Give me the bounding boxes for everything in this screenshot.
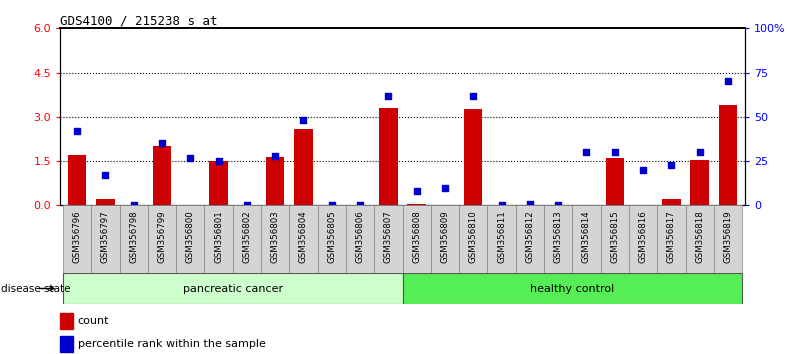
Bar: [408, 204, 426, 205]
Text: GSM356806: GSM356806: [356, 211, 364, 263]
Bar: [487, 205, 516, 273]
Point: [99, 172, 112, 178]
Bar: [402, 273, 742, 304]
Text: GSM356816: GSM356816: [638, 211, 647, 263]
Bar: [662, 199, 681, 205]
Text: GSM356799: GSM356799: [158, 211, 167, 263]
Point: [70, 128, 83, 134]
Text: GDS4100 / 215238_s_at: GDS4100 / 215238_s_at: [60, 14, 218, 27]
Point: [552, 202, 565, 208]
Bar: [714, 205, 742, 273]
Bar: [176, 205, 204, 273]
Text: GSM356807: GSM356807: [384, 211, 392, 263]
Text: GSM356809: GSM356809: [441, 211, 449, 263]
Point: [467, 93, 480, 98]
Bar: [96, 199, 115, 205]
Bar: [572, 205, 601, 273]
Point: [410, 188, 423, 194]
Bar: [601, 205, 629, 273]
Text: GSM356812: GSM356812: [525, 211, 534, 263]
Text: GSM356802: GSM356802: [243, 211, 252, 263]
Text: healthy control: healthy control: [530, 284, 614, 293]
Bar: [686, 205, 714, 273]
Point: [438, 185, 451, 190]
Point: [580, 149, 593, 155]
Point: [184, 155, 197, 160]
Bar: [233, 205, 261, 273]
Bar: [431, 205, 459, 273]
Text: GSM356815: GSM356815: [610, 211, 619, 263]
Point: [354, 202, 367, 208]
Bar: [690, 160, 709, 205]
Text: GSM356813: GSM356813: [553, 211, 562, 263]
Bar: [68, 155, 87, 205]
Point: [127, 202, 140, 208]
Bar: [459, 205, 487, 273]
Bar: [379, 108, 397, 205]
Text: percentile rank within the sample: percentile rank within the sample: [78, 339, 266, 349]
Bar: [718, 105, 737, 205]
Point: [608, 149, 621, 155]
Text: GSM356805: GSM356805: [328, 211, 336, 263]
Bar: [63, 205, 91, 273]
Bar: [153, 146, 171, 205]
Text: GSM356798: GSM356798: [129, 211, 138, 263]
Bar: [148, 205, 176, 273]
Point: [297, 118, 310, 123]
Text: GSM356808: GSM356808: [413, 211, 421, 263]
Text: GSM356819: GSM356819: [723, 211, 732, 263]
Point: [382, 93, 395, 98]
Bar: [60, 313, 73, 329]
Point: [523, 201, 536, 206]
Bar: [294, 129, 312, 205]
Text: count: count: [78, 316, 109, 326]
Point: [212, 158, 225, 164]
Point: [722, 79, 735, 84]
Bar: [204, 205, 233, 273]
Point: [495, 202, 508, 208]
Bar: [318, 205, 346, 273]
Text: GSM356803: GSM356803: [271, 211, 280, 263]
Point: [240, 202, 253, 208]
Bar: [402, 205, 431, 273]
Bar: [91, 205, 119, 273]
Point: [665, 162, 678, 167]
Bar: [464, 109, 482, 205]
Text: pancreatic cancer: pancreatic cancer: [183, 284, 283, 293]
Bar: [606, 158, 624, 205]
Point: [325, 202, 338, 208]
Bar: [63, 273, 402, 304]
Bar: [657, 205, 686, 273]
Text: GSM356800: GSM356800: [186, 211, 195, 263]
Bar: [209, 161, 227, 205]
Point: [269, 153, 282, 159]
Text: GSM356804: GSM356804: [299, 211, 308, 263]
Bar: [266, 156, 284, 205]
Point: [155, 141, 168, 146]
Text: GSM356814: GSM356814: [582, 211, 591, 263]
Bar: [374, 205, 402, 273]
Bar: [544, 205, 572, 273]
Point: [637, 167, 650, 173]
Text: GSM356818: GSM356818: [695, 211, 704, 263]
Point: [693, 149, 706, 155]
Text: GSM356801: GSM356801: [214, 211, 223, 263]
Bar: [629, 205, 657, 273]
Text: disease state: disease state: [2, 284, 70, 293]
Bar: [516, 205, 544, 273]
Bar: [119, 205, 148, 273]
Bar: [346, 205, 374, 273]
Text: GSM356817: GSM356817: [667, 211, 676, 263]
Bar: [289, 205, 318, 273]
Text: GSM356810: GSM356810: [469, 211, 477, 263]
Bar: [261, 205, 289, 273]
Text: GSM356811: GSM356811: [497, 211, 506, 263]
Bar: [60, 336, 73, 352]
Text: GSM356796: GSM356796: [73, 211, 82, 263]
Text: GSM356797: GSM356797: [101, 211, 110, 263]
